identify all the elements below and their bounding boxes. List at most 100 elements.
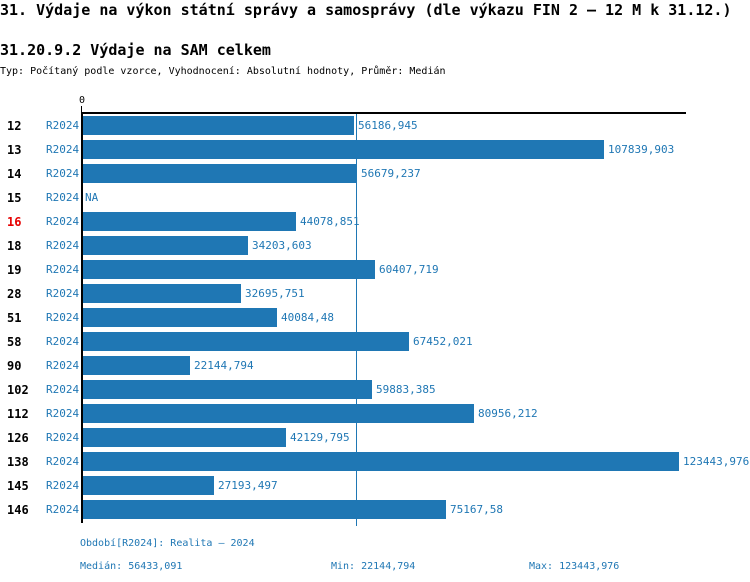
chart-row: 12 R2024 56186,945 bbox=[0, 114, 750, 138]
row-category-label: 112 bbox=[7, 407, 29, 421]
row-series-label: R2024 bbox=[46, 431, 80, 444]
row-category-label: 138 bbox=[7, 455, 29, 469]
row-category-label: 51 bbox=[7, 311, 22, 325]
row-category-label: 15 bbox=[7, 191, 22, 205]
row-series-label: R2024 bbox=[46, 311, 80, 324]
bar-value-label: 44078,851 bbox=[300, 215, 360, 228]
bar bbox=[83, 332, 409, 351]
row-series-label: R2024 bbox=[46, 287, 80, 300]
stat-max: Max: 123443,976 bbox=[529, 560, 619, 573]
bar-value-label: 40084,48 bbox=[281, 311, 334, 324]
stat-min-value: 22144,794 bbox=[361, 561, 416, 572]
row-category-label: 146 bbox=[7, 503, 29, 517]
bar-value-label: 59883,385 bbox=[376, 383, 436, 396]
row-category-label: 145 bbox=[7, 479, 29, 493]
row-category-label: 90 bbox=[7, 359, 22, 373]
bar-value-label: 60407,719 bbox=[379, 263, 439, 276]
bar-value-label: 123443,976 bbox=[683, 455, 750, 468]
bar-value-label: 32695,751 bbox=[245, 287, 305, 300]
chart-row: 51 R2024 40084,48 bbox=[0, 306, 750, 330]
bar bbox=[83, 260, 375, 279]
chart-rows: 12 R2024 56186,945 13 R2024 107839,903 14 R2024… bbox=[0, 114, 750, 522]
bar bbox=[83, 428, 286, 447]
bar bbox=[83, 308, 277, 327]
bar-value-label: 56186,945 bbox=[358, 119, 418, 132]
stat-median: Medián: 56433,091 bbox=[80, 560, 182, 573]
bar-value-label: 56679,237 bbox=[361, 167, 421, 180]
row-series-label: R2024 bbox=[46, 455, 80, 468]
bar bbox=[83, 116, 354, 135]
report-title: 31. Výdaje na výkon státní správy a samo… bbox=[0, 1, 732, 19]
row-series-label: R2024 bbox=[46, 119, 80, 132]
row-category-label: 102 bbox=[7, 383, 29, 397]
chart-row: 19 R2024 60407,719 bbox=[0, 258, 750, 282]
x-axis-line bbox=[82, 112, 686, 114]
axis-zero-tick bbox=[81, 106, 82, 112]
bar bbox=[83, 236, 248, 255]
row-series-label: R2024 bbox=[46, 239, 80, 252]
row-series-label: R2024 bbox=[46, 407, 80, 420]
period-line: Období[R2024]: Realita – 2024 bbox=[80, 538, 255, 549]
chart-row: 102 R2024 59883,385 bbox=[0, 378, 750, 402]
chart-row: 146 R2024 75167,58 bbox=[0, 498, 750, 522]
chart-row: 28 R2024 32695,751 bbox=[0, 282, 750, 306]
bar bbox=[83, 452, 679, 471]
stat-median-value: 56433,091 bbox=[128, 561, 183, 572]
row-category-label: 16 bbox=[7, 215, 22, 229]
row-series-label: R2024 bbox=[46, 335, 80, 348]
row-na-label: NA bbox=[85, 191, 99, 204]
chart-row: 15 R2024 NA bbox=[0, 186, 750, 210]
stat-max-label: Max: bbox=[529, 561, 554, 572]
bar bbox=[83, 140, 604, 159]
row-category-label: 13 bbox=[7, 143, 22, 157]
row-series-label: R2024 bbox=[46, 215, 80, 228]
row-series-label: R2024 bbox=[46, 383, 80, 396]
bar-value-label: 80956,212 bbox=[478, 407, 538, 420]
stat-min: Min: 22144,794 bbox=[331, 560, 415, 573]
bar-value-label: 75167,58 bbox=[450, 503, 503, 516]
bar bbox=[83, 476, 214, 495]
row-series-label: R2024 bbox=[46, 167, 80, 180]
chart-row: 145 R2024 27193,497 bbox=[0, 474, 750, 498]
bar bbox=[83, 500, 446, 519]
row-series-label: R2024 bbox=[46, 359, 80, 372]
bar bbox=[83, 404, 474, 423]
bar bbox=[83, 356, 190, 375]
bar bbox=[83, 380, 372, 399]
bar bbox=[83, 164, 357, 183]
chart-row: 90 R2024 22144,794 bbox=[0, 354, 750, 378]
row-category-label: 58 bbox=[7, 335, 22, 349]
row-category-label: 18 bbox=[7, 239, 22, 253]
bar bbox=[83, 284, 241, 303]
median-line bbox=[356, 114, 357, 526]
chart-row: 16 R2024 44078,851 bbox=[0, 210, 750, 234]
bar bbox=[83, 212, 296, 231]
chart-row: 58 R2024 67452,021 bbox=[0, 330, 750, 354]
bar-value-label: 67452,021 bbox=[413, 335, 473, 348]
row-category-label: 12 bbox=[7, 119, 22, 133]
chart-row: 126 R2024 42129,795 bbox=[0, 426, 750, 450]
bar-value-label: 34203,603 bbox=[252, 239, 312, 252]
bar-value-label: 27193,497 bbox=[218, 479, 278, 492]
chart-meta-line: Typ: Počítaný podle vzorce, Vyhodnocení:… bbox=[0, 66, 446, 77]
row-series-label: R2024 bbox=[46, 263, 80, 276]
bar-value-label: 42129,795 bbox=[290, 431, 350, 444]
row-category-label: 126 bbox=[7, 431, 29, 445]
chart-row: 18 R2024 34203,603 bbox=[0, 234, 750, 258]
chart-row: 112 R2024 80956,212 bbox=[0, 402, 750, 426]
chart-row: 13 R2024 107839,903 bbox=[0, 138, 750, 162]
bar-value-label: 22144,794 bbox=[194, 359, 254, 372]
row-category-label: 14 bbox=[7, 167, 22, 181]
row-series-label: R2024 bbox=[46, 479, 80, 492]
bar-value-label: 107839,903 bbox=[608, 143, 675, 156]
stat-max-value: 123443,976 bbox=[559, 561, 620, 572]
row-category-label: 28 bbox=[7, 287, 22, 301]
chart-row: 138 R2024 123443,976 bbox=[0, 450, 750, 474]
stat-median-label: Medián: bbox=[80, 561, 123, 572]
axis-zero-label: 0 bbox=[78, 95, 86, 106]
row-series-label: R2024 bbox=[46, 143, 80, 156]
row-category-label: 19 bbox=[7, 263, 22, 277]
y-axis-line bbox=[81, 112, 83, 523]
stat-min-label: Min: bbox=[331, 561, 356, 572]
